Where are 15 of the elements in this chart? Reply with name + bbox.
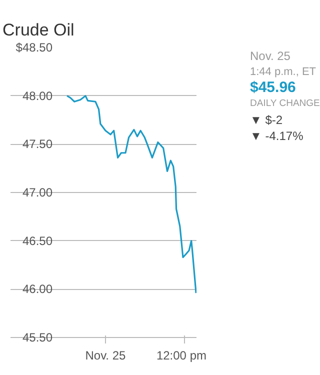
y-tick-label: 46.50	[22, 234, 53, 248]
text: $45.96	[250, 79, 296, 96]
y-tick-label: 47.50	[22, 137, 53, 152]
y-tick-label: 48.00	[22, 88, 53, 103]
x-tick-label: 12:00 pm	[156, 348, 207, 362]
text: Nov. 25	[250, 48, 290, 64]
text: ▼ -4.17%	[250, 128, 304, 144]
text: 1:44 p.m., ET	[250, 65, 316, 80]
y-tick-label: 45.50	[22, 330, 53, 344]
y-tick-label: $48.50	[16, 40, 53, 54]
text: DAILY CHANGE	[250, 97, 320, 111]
y-tick-label: 47.00	[22, 186, 53, 200]
chart-title: Crude Oil	[2, 20, 74, 40]
y-tick-label: 46.00	[22, 282, 53, 296]
text: ▼ $-2	[250, 112, 283, 128]
